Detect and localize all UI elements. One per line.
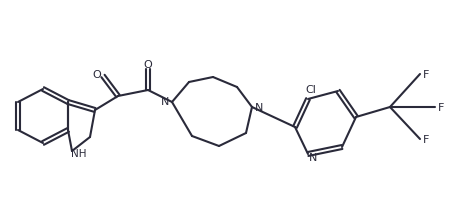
Text: N: N: [255, 102, 263, 113]
Text: F: F: [423, 70, 429, 80]
Text: Cl: Cl: [306, 85, 317, 95]
Text: N: N: [309, 152, 317, 162]
Text: O: O: [93, 70, 101, 80]
Text: NH: NH: [71, 148, 87, 158]
Text: N: N: [161, 97, 169, 106]
Text: F: F: [423, 134, 429, 144]
Text: F: F: [438, 102, 444, 113]
Text: O: O: [144, 60, 153, 70]
